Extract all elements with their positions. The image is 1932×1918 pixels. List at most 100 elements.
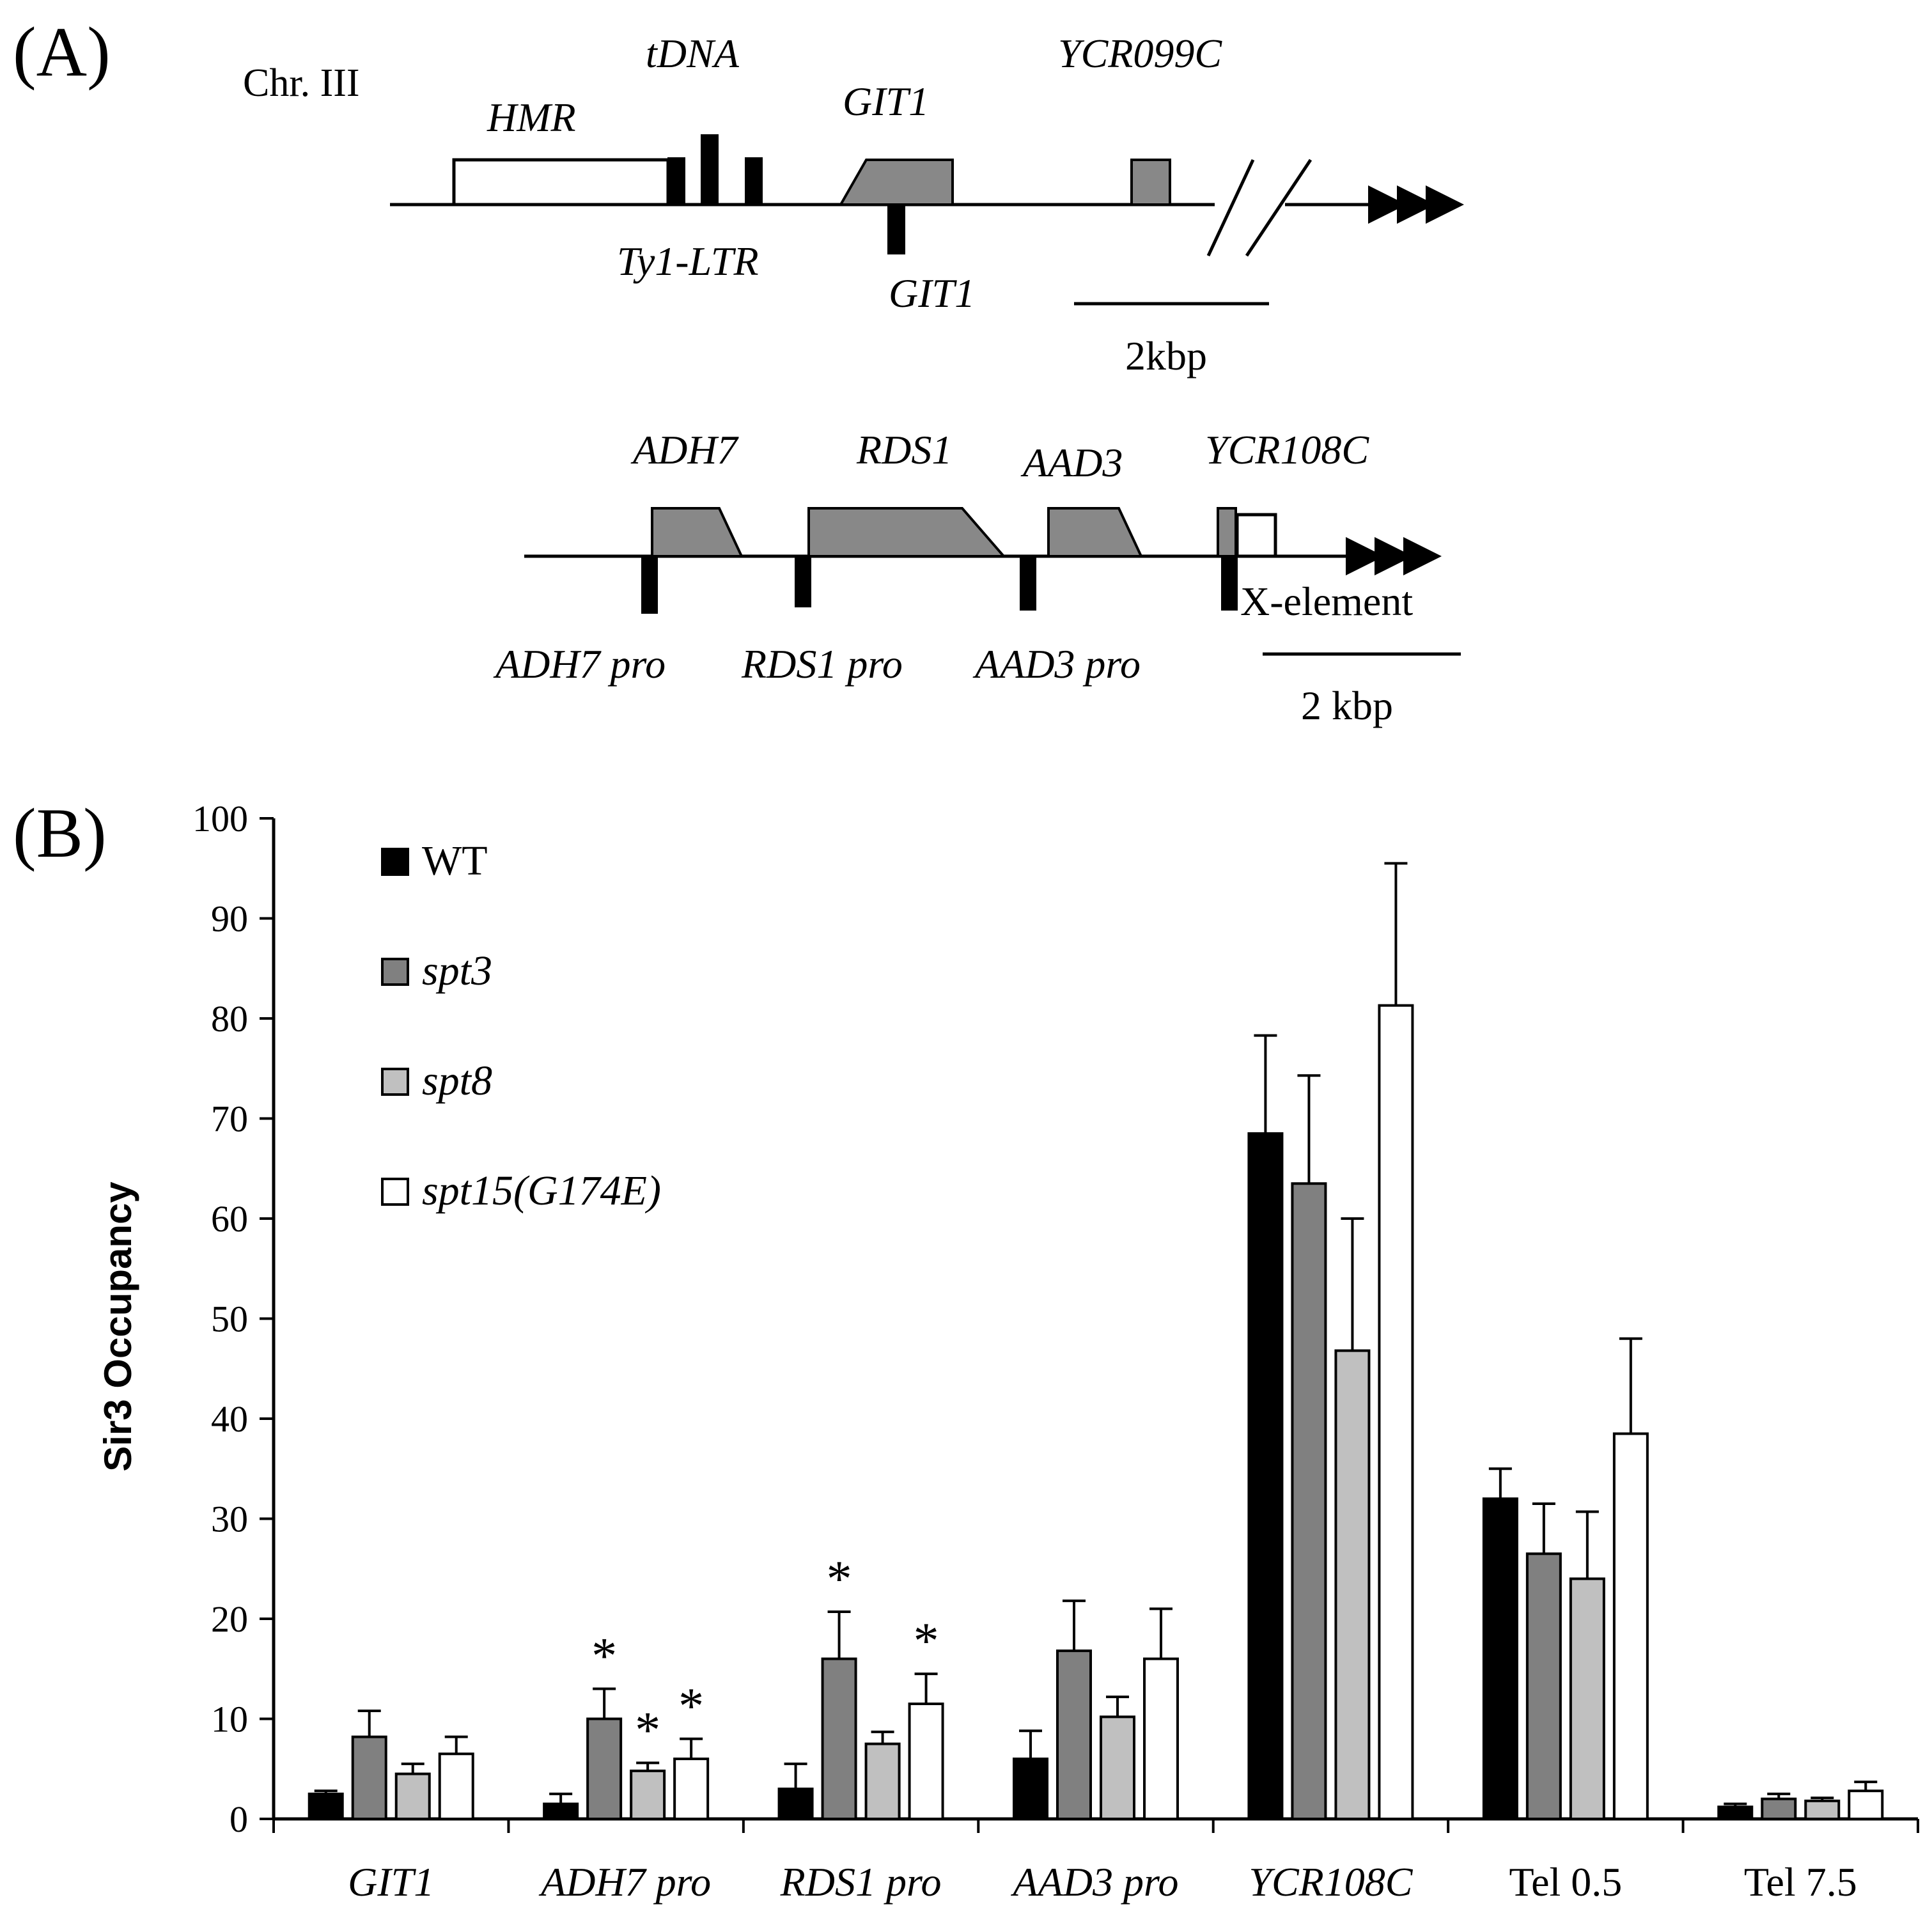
- adh7-label: ADH7: [630, 427, 740, 472]
- rds1-label: RDS1: [856, 427, 952, 472]
- telomere-arrow-icon: [1397, 185, 1435, 224]
- bar: [351, 1735, 387, 1820]
- ycr108c-label: YCR108C: [1205, 427, 1369, 472]
- telomere-arrows: [1368, 185, 1464, 224]
- bar: [1482, 1497, 1518, 1820]
- bar: [864, 1742, 901, 1820]
- scale-bar-2-label: 2 kbp: [1301, 683, 1393, 728]
- bar: [1291, 1182, 1327, 1820]
- bar: [1761, 1797, 1797, 1820]
- y-axis-title: Sir3 Occupancy: [97, 1181, 139, 1472]
- aad3-pro-label: AAD3 pro: [972, 641, 1141, 687]
- bar: [543, 1802, 579, 1820]
- significance-asterisk: *: [914, 1613, 939, 1669]
- legend-swatch: [381, 1068, 409, 1096]
- git1-probe-marker: [887, 205, 905, 254]
- aad3-pro-marker: [1020, 556, 1036, 611]
- break-mark-2: [1245, 159, 1313, 257]
- ltr-marker: [667, 157, 685, 205]
- legend-label: spt8: [422, 1057, 492, 1104]
- x-tick-label: Tel 0.5: [1509, 1859, 1622, 1905]
- chromosome-map-1: Chr. III HMR tDNA Ty1-LTR GIT1 GIT1 YCR0…: [243, 31, 1464, 378]
- git1-gene-label: GIT1: [843, 79, 929, 124]
- y-tick-label: 50: [211, 1298, 248, 1340]
- telomere-arrow-icon: [1346, 537, 1384, 575]
- x-tick-label: ADH7 pro: [538, 1859, 711, 1905]
- y-tick-label: 30: [211, 1499, 248, 1540]
- adh7-pro-label: ADH7 pro: [493, 641, 666, 687]
- bar-chart: 0 10 20 30 40 50 60 70 80 90 100 GIT1 ADH7 pro RDS1 p…: [192, 798, 1919, 1905]
- y-tick-label: 90: [211, 898, 248, 940]
- significance-asterisk: *: [678, 1678, 704, 1735]
- x-element-box: [1235, 513, 1277, 558]
- bar: [586, 1717, 623, 1820]
- y-tick-label: 80: [211, 998, 248, 1040]
- bar: [630, 1769, 666, 1820]
- bar: [308, 1792, 344, 1820]
- hmr-box: [452, 158, 670, 207]
- panel-a: (A) Chr. III HMR tDNA Ty1-LTR GIT1 GIT1: [13, 13, 1464, 728]
- scale-bar-1-label: 2kbp: [1125, 333, 1207, 378]
- adh7-pro-marker: [641, 556, 658, 614]
- rds1-gene: [807, 507, 1007, 557]
- x-tick-label: YCR108C: [1249, 1859, 1413, 1905]
- y-tick-label: 60: [211, 1198, 248, 1240]
- bar: [1569, 1577, 1605, 1820]
- significance-asterisk: *: [827, 1551, 852, 1607]
- bar: [1717, 1805, 1754, 1820]
- y-tick-label: 20: [211, 1598, 248, 1640]
- ycr108c-gene: [1217, 507, 1237, 557]
- git1-gene: [838, 159, 954, 206]
- bar: [1612, 1432, 1649, 1821]
- x-tick-label: RDS1 pro: [780, 1859, 942, 1905]
- telomere-arrow-icon: [1368, 185, 1406, 224]
- legend-label: spt15(G174E): [422, 1167, 661, 1214]
- legend-label: WT: [422, 838, 488, 884]
- bar: [1143, 1657, 1179, 1821]
- tdna-label: tDNA: [646, 31, 740, 76]
- bar: [1056, 1649, 1092, 1821]
- hmr-label: HMR: [487, 95, 576, 140]
- ycr099c-gene: [1130, 159, 1171, 206]
- panel-b-label: (B): [13, 794, 107, 872]
- aad3-gene: [1047, 507, 1144, 557]
- legend-swatch: [381, 848, 409, 876]
- bar: [673, 1758, 710, 1821]
- rds1-pro-marker: [795, 556, 811, 607]
- legend-label: spt3: [422, 947, 492, 994]
- significance-asterisk: *: [635, 1702, 660, 1758]
- significance-asterisk: *: [591, 1628, 617, 1685]
- y-tick-label: 40: [211, 1398, 248, 1440]
- telomere-arrow-icon: [1375, 537, 1413, 575]
- panel-a-label: (A): [13, 13, 111, 91]
- telomere-arrows-2: [1346, 537, 1442, 575]
- bar: [1013, 1758, 1048, 1821]
- rds1-pro-label: RDS1 pro: [741, 641, 903, 687]
- ycr099c-label: YCR099C: [1058, 31, 1222, 76]
- telomere-arrow-icon: [1426, 185, 1464, 224]
- bar: [1848, 1789, 1884, 1820]
- y-tick-label: 0: [230, 1798, 248, 1840]
- bar: [777, 1788, 814, 1821]
- tdna-marker: [701, 134, 719, 205]
- x-tick-label: Tel 7.5: [1744, 1859, 1857, 1905]
- chromosome-map-2: ADH7 RDS1 AAD3 YCR108C X-element ADH7 pr…: [493, 427, 1461, 728]
- x-element-label: X-element: [1240, 579, 1413, 624]
- bar: [438, 1752, 474, 1820]
- git1-probe-label: GIT1: [889, 270, 975, 316]
- bar: [394, 1772, 431, 1820]
- bar: [1247, 1132, 1284, 1820]
- y-tick-label: 100: [192, 798, 248, 839]
- bar: [1525, 1552, 1562, 1820]
- legend-swatch: [381, 958, 409, 986]
- bar: [1100, 1715, 1135, 1821]
- ltr-marker-2: [745, 157, 763, 205]
- ty1-ltr-label: Ty1-LTR: [617, 238, 759, 284]
- aad3-label: AAD3: [1020, 440, 1123, 485]
- break-mark-1: [1206, 159, 1255, 257]
- y-tick-label: 70: [211, 1098, 248, 1140]
- x-tick-label: GIT1: [348, 1859, 434, 1905]
- legend-swatch: [381, 1178, 409, 1206]
- panel-b: (B) Sir3 Occupancy 0 10 20 30 40 50 60 70 80 90 10…: [13, 794, 1919, 1905]
- bar: [1334, 1349, 1371, 1821]
